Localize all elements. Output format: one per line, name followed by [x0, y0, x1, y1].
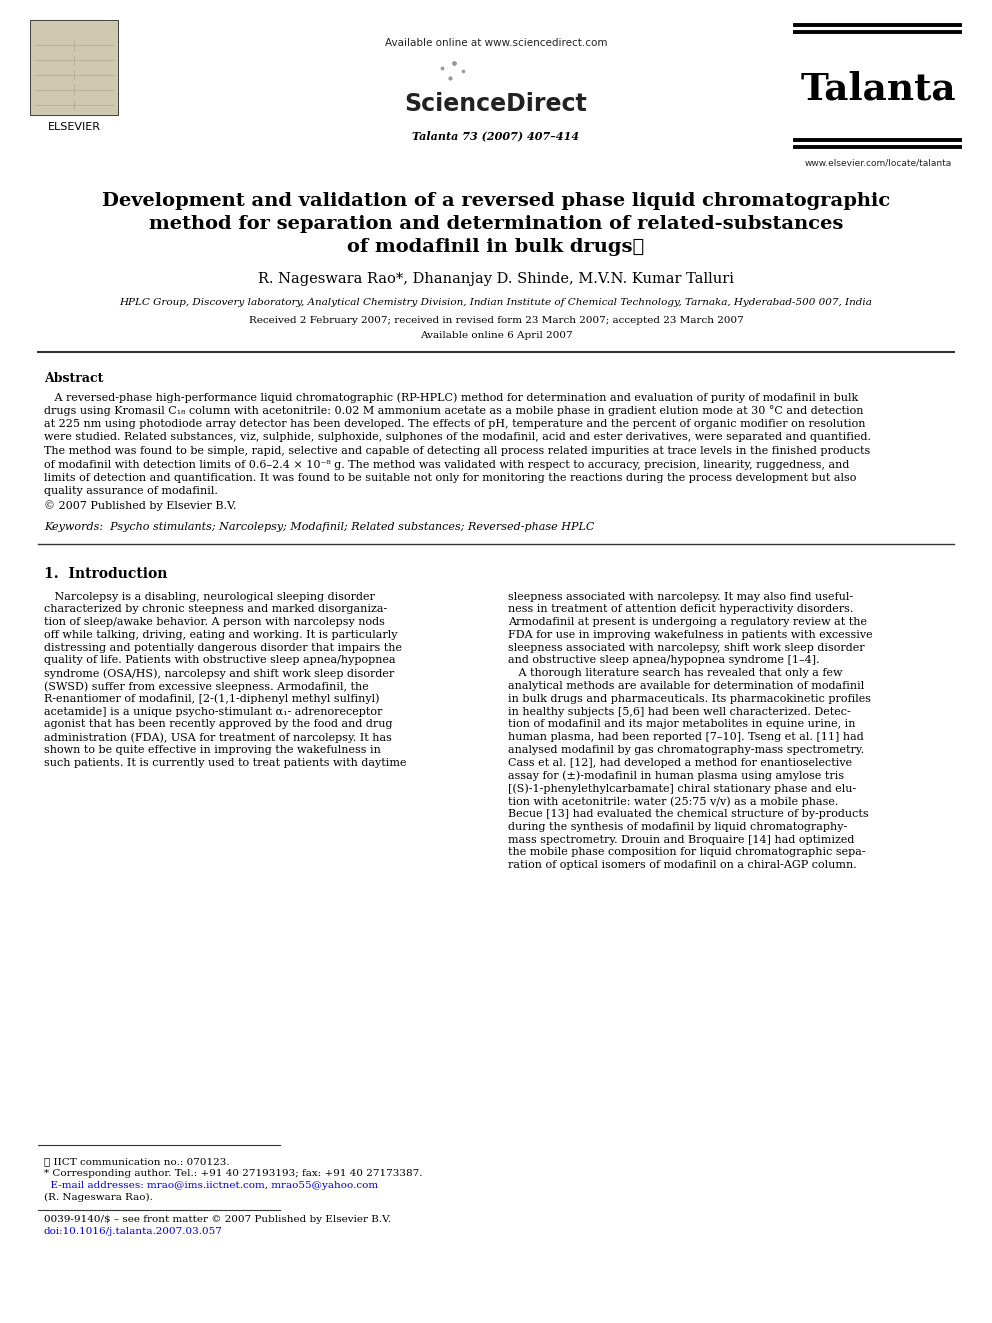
Text: sleepness associated with narcolepsy. It may also find useful-: sleepness associated with narcolepsy. It…	[508, 591, 853, 602]
Text: Received 2 February 2007; received in revised form 23 March 2007; accepted 23 Ma: Received 2 February 2007; received in re…	[249, 316, 743, 325]
Text: Narcolepsy is a disabling, neurological sleeping disorder: Narcolepsy is a disabling, neurological …	[44, 591, 375, 602]
Text: such patients. It is currently used to treat patients with daytime: such patients. It is currently used to t…	[44, 758, 407, 767]
Text: Available online 6 April 2007: Available online 6 April 2007	[420, 331, 572, 340]
Text: Becue [13] had evaluated the chemical structure of by-products: Becue [13] had evaluated the chemical st…	[508, 810, 869, 819]
Text: © 2007 Published by Elsevier B.V.: © 2007 Published by Elsevier B.V.	[44, 500, 236, 511]
Text: analytical methods are available for determination of modafinil: analytical methods are available for det…	[508, 681, 864, 691]
Text: ration of optical isomers of modafinil on a chiral-AGP column.: ration of optical isomers of modafinil o…	[508, 860, 857, 871]
Text: A thorough literature search has revealed that only a few: A thorough literature search has reveale…	[508, 668, 842, 679]
Text: of modafinil in bulk drugs⋆: of modafinil in bulk drugs⋆	[347, 238, 645, 255]
Text: The method was found to be simple, rapid, selective and capable of detecting all: The method was found to be simple, rapid…	[44, 446, 870, 456]
Text: HPLC Group, Discovery laboratory, Analytical Chemistry Division, Indian Institut: HPLC Group, Discovery laboratory, Analyt…	[120, 298, 872, 307]
Text: administration (FDA), USA for treatment of narcolepsy. It has: administration (FDA), USA for treatment …	[44, 733, 392, 742]
Text: human plasma, had been reported [7–10]. Tseng et al. [11] had: human plasma, had been reported [7–10]. …	[508, 733, 864, 742]
Text: analysed modafinil by gas chromatography-mass spectrometry.: analysed modafinil by gas chromatography…	[508, 745, 864, 755]
Text: R. Nageswara Rao*, Dhananjay D. Shinde, M.V.N. Kumar Talluri: R. Nageswara Rao*, Dhananjay D. Shinde, …	[258, 273, 734, 286]
Text: tion of modafinil and its major metabolites in equine urine, in: tion of modafinil and its major metaboli…	[508, 720, 855, 729]
Text: 1.  Introduction: 1. Introduction	[44, 568, 168, 582]
Text: doi:10.1016/j.talanta.2007.03.057: doi:10.1016/j.talanta.2007.03.057	[44, 1226, 223, 1236]
Text: (R. Nageswara Rao).: (R. Nageswara Rao).	[44, 1193, 153, 1203]
Text: were studied. Related substances, viz, sulphide, sulphoxide, sulphones of the mo: were studied. Related substances, viz, s…	[44, 433, 871, 442]
Text: ScienceDirect: ScienceDirect	[405, 93, 587, 116]
Text: tion with acetonitrile: water (25:75 v/v) as a mobile phase.: tion with acetonitrile: water (25:75 v/v…	[508, 796, 838, 807]
Text: E-mail addresses: mrao@ims.iictnet.com, mrao55@yahoo.com: E-mail addresses: mrao@ims.iictnet.com, …	[44, 1181, 378, 1189]
Text: FDA for use in improving wakefulness in patients with excessive: FDA for use in improving wakefulness in …	[508, 630, 873, 640]
Text: during the synthesis of modafinil by liquid chromatography-: during the synthesis of modafinil by liq…	[508, 822, 847, 832]
Text: of modafinil with detection limits of 0.6–2.4 × 10⁻⁸ g. The method was validated: of modafinil with detection limits of 0.…	[44, 459, 849, 470]
Text: shown to be quite effective in improving the wakefulness in: shown to be quite effective in improving…	[44, 745, 381, 755]
Text: mass spectrometry. Drouin and Broquaire [14] had optimized: mass spectrometry. Drouin and Broquaire …	[508, 835, 854, 844]
Text: Talanta: Talanta	[801, 70, 956, 107]
Text: * Corresponding author. Tel.: +91 40 27193193; fax: +91 40 27173387.: * Corresponding author. Tel.: +91 40 271…	[44, 1170, 423, 1177]
Text: in healthy subjects [5,6] had been well characterized. Detec-: in healthy subjects [5,6] had been well …	[508, 706, 851, 717]
Text: (SWSD) suffer from excessive sleepness. Armodafinil, the: (SWSD) suffer from excessive sleepness. …	[44, 681, 369, 692]
Bar	[30, 20, 118, 115]
Text: agonist that has been recently approved by the food and drug: agonist that has been recently approved …	[44, 720, 393, 729]
Text: ⋆ IICT communication no.: 070123.: ⋆ IICT communication no.: 070123.	[44, 1158, 229, 1166]
Text: method for separation and determination of related-substances: method for separation and determination …	[149, 216, 843, 233]
Text: acetamide] is a unique psycho-stimulant α₁- adrenoreceptor: acetamide] is a unique psycho-stimulant …	[44, 706, 382, 717]
Text: R-enantiomer of modafinil, [2-(1,1-diphenyl methyl sulfinyl): R-enantiomer of modafinil, [2-(1,1-diphe…	[44, 693, 380, 704]
Text: ELSEVIER: ELSEVIER	[48, 122, 100, 132]
Text: A reversed-phase high-performance liquid chromatographic (RP-HPLC) method for de: A reversed-phase high-performance liquid…	[44, 392, 858, 402]
Text: ness in treatment of attention deficit hyperactivity disorders.: ness in treatment of attention deficit h…	[508, 605, 853, 614]
Text: syndrome (OSA/HS), narcolepsy and shift work sleep disorder: syndrome (OSA/HS), narcolepsy and shift …	[44, 668, 394, 679]
Text: Armodafinil at present is undergoing a regulatory review at the: Armodafinil at present is undergoing a r…	[508, 617, 867, 627]
Text: sleepness associated with narcolepsy, shift work sleep disorder: sleepness associated with narcolepsy, sh…	[508, 643, 865, 652]
Text: 0039-9140/$ – see front matter © 2007 Published by Elsevier B.V.: 0039-9140/$ – see front matter © 2007 Pu…	[44, 1215, 391, 1224]
Text: quality assurance of modafinil.: quality assurance of modafinil.	[44, 487, 218, 496]
Text: Development and validation of a reversed phase liquid chromatographic: Development and validation of a reversed…	[102, 192, 890, 210]
Text: in bulk drugs and pharmaceuticals. Its pharmacokinetic profiles: in bulk drugs and pharmaceuticals. Its p…	[508, 693, 871, 704]
Text: quality of life. Patients with obstructive sleep apnea/hypopnea: quality of life. Patients with obstructi…	[44, 655, 396, 665]
Text: characterized by chronic steepness and marked disorganiza-: characterized by chronic steepness and m…	[44, 605, 387, 614]
Text: drugs using Kromasil C₁₈ column with acetonitrile: 0.02 M ammonium acetate as a : drugs using Kromasil C₁₈ column with ace…	[44, 406, 863, 417]
Text: at 225 nm using photodiode array detector has been developed. The effects of pH,: at 225 nm using photodiode array detecto…	[44, 419, 865, 429]
Text: tion of sleep/awake behavior. A person with narcolepsy nods: tion of sleep/awake behavior. A person w…	[44, 617, 385, 627]
Text: [(S)-1-phenylethylcarbamate] chiral stationary phase and elu-: [(S)-1-phenylethylcarbamate] chiral stat…	[508, 783, 856, 794]
Text: off while talking, driving, eating and working. It is particularly: off while talking, driving, eating and w…	[44, 630, 398, 640]
Text: Abstract: Abstract	[44, 372, 103, 385]
Text: Cass et al. [12], had developed a method for enantioselective: Cass et al. [12], had developed a method…	[508, 758, 852, 767]
Text: and obstructive sleep apnea/hypopnea syndrome [1–4].: and obstructive sleep apnea/hypopnea syn…	[508, 655, 819, 665]
Text: www.elsevier.com/locate/talanta: www.elsevier.com/locate/talanta	[805, 157, 951, 167]
Text: the mobile phase composition for liquid chromatographic sepa-: the mobile phase composition for liquid …	[508, 848, 866, 857]
Text: limits of detection and quantification. It was found to be suitable not only for: limits of detection and quantification. …	[44, 474, 856, 483]
Text: distressing and potentially dangerous disorder that impairs the: distressing and potentially dangerous di…	[44, 643, 402, 652]
Text: Available online at www.sciencedirect.com: Available online at www.sciencedirect.co…	[385, 38, 607, 48]
Text: Talanta 73 (2007) 407–414: Talanta 73 (2007) 407–414	[413, 130, 579, 142]
Text: Keywords:  Psycho stimulants; Narcolepsy; Modafinil; Related substances; Reverse: Keywords: Psycho stimulants; Narcolepsy;…	[44, 521, 594, 532]
Text: assay for (±)-modafinil in human plasma using amylose tris: assay for (±)-modafinil in human plasma …	[508, 771, 844, 782]
